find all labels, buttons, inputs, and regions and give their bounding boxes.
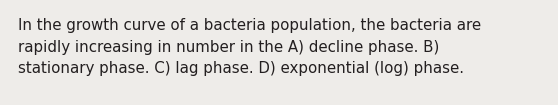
Text: In the growth curve of a bacteria population, the bacteria are
rapidly increasin: In the growth curve of a bacteria popula… (18, 18, 481, 76)
